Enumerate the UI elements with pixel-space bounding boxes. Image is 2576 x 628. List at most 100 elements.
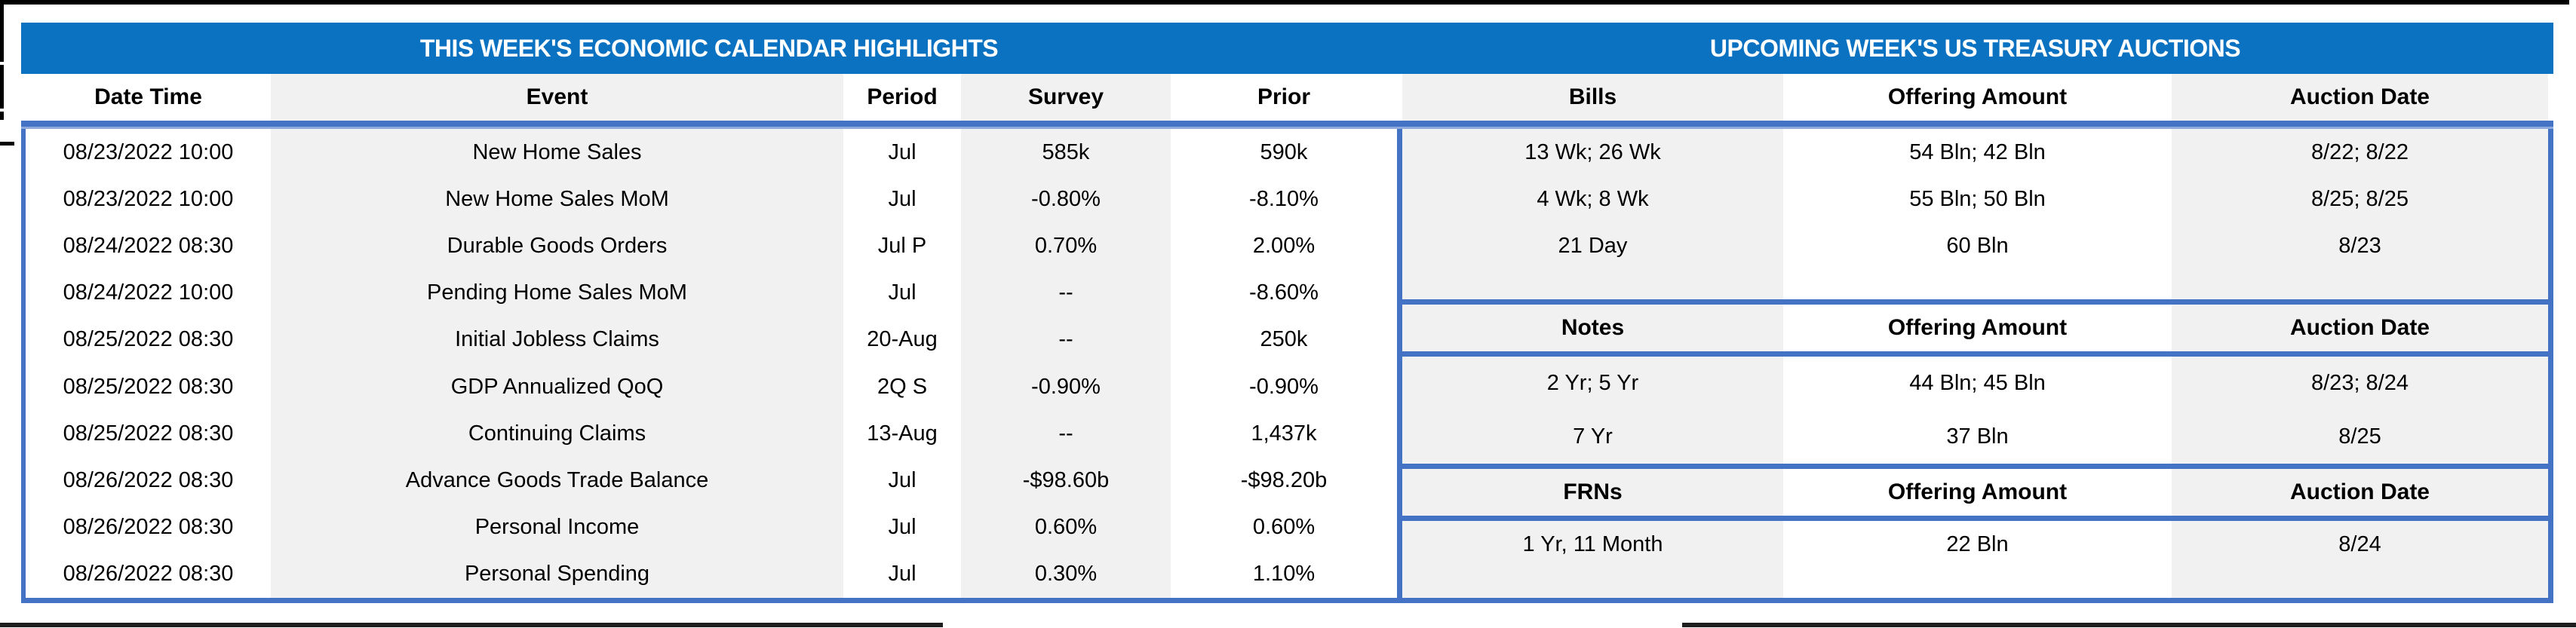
auction-cell: 8/22; 8/22 — [2172, 129, 2548, 176]
calendar-row: 08/24/2022 08:30 Durable Goods Orders Jul … — [26, 222, 1397, 270]
section-separator — [1402, 299, 2548, 305]
economic-calendar-title-area: THIS WEEK'S ECONOMIC CALENDAR HIGHLIGHTS — [21, 23, 1397, 74]
calendar-row: 08/23/2022 10:00 New Home Sales Jul 585k 590… — [26, 129, 1397, 176]
calendar-row: 08/25/2022 08:30 GDP Annualized QoQ 2Q S -0… — [26, 363, 1397, 411]
calendar-row: 08/26/2022 08:30 Advance Goods Trade Bala… — [26, 457, 1397, 504]
auction-section-header-frns: FRNs Offering Amount Auction Date — [1402, 469, 2548, 516]
auction-cell: 60 Bln — [1783, 222, 2172, 269]
auction-cell: 1 Yr, 11 Month — [1402, 521, 1783, 568]
calendar-cell: -- — [961, 269, 1171, 317]
calendar-cell: -0.80% — [961, 176, 1171, 223]
calendar-cell: 08/23/2022 10:00 — [26, 176, 271, 223]
auction-cell: 8/23 — [2172, 222, 2548, 269]
frame-border-top — [0, 0, 2569, 5]
frame-border-left — [0, 65, 4, 109]
calendar-cell: -$98.20b — [1171, 457, 1397, 504]
section-separator — [1402, 351, 2548, 357]
frame-border-bottom — [0, 623, 943, 627]
calendar-row: 08/26/2022 08:30 Personal Income Jul 0.60% 0… — [26, 504, 1397, 551]
bills-rows: 13 Wk; 26 Wk 54 Bln; 42 Bln 8/22; 8/22 4 Wk… — [1402, 129, 2548, 269]
column-header-offering-amount: Offering Amount — [1783, 469, 2172, 516]
empty-cell — [2172, 568, 2548, 598]
auction-cell: 8/23; 8/24 — [2172, 357, 2548, 410]
column-header-auction-date: Auction Date — [2172, 305, 2548, 351]
calendar-cell: Jul — [843, 457, 961, 504]
section-separator — [1402, 516, 2548, 521]
header-separator-light — [1397, 127, 2553, 129]
column-header-period: Period — [843, 74, 961, 121]
section-separator — [1402, 464, 2548, 469]
calendar-cell: 08/23/2022 10:00 — [26, 129, 271, 176]
calendar-cell: 08/26/2022 08:30 — [26, 550, 271, 599]
calendar-cell: 1,437k — [1171, 410, 1397, 458]
calendar-cell: -8.10% — [1171, 176, 1397, 223]
column-header-offering-amount: Offering Amount — [1783, 305, 2172, 351]
auction-row: 13 Wk; 26 Wk 54 Bln; 42 Bln 8/22; 8/22 — [1402, 129, 2548, 176]
frame-border-left — [0, 0, 4, 62]
calendar-cell: Jul — [843, 269, 961, 317]
calendar-cell: 08/24/2022 08:30 — [26, 222, 271, 270]
calendar-cell: New Home Sales — [271, 129, 843, 176]
header-separator — [21, 121, 1397, 127]
auction-cell: 44 Bln; 45 Bln — [1783, 357, 2172, 410]
empty-cell — [2172, 269, 2548, 299]
calendar-row: 08/25/2022 08:30 Continuing Claims 13-Aug -… — [26, 410, 1397, 458]
calendar-cell: Pending Home Sales MoM — [271, 269, 843, 317]
column-header-notes: Notes — [1402, 305, 1783, 351]
economic-calendar-title: THIS WEEK'S ECONOMIC CALENDAR HIGHLIGHTS — [419, 34, 999, 62]
auction-cell: 7 Yr — [1402, 410, 1783, 464]
calendar-cell: -0.90% — [1171, 363, 1397, 411]
calendar-cell: -0.90% — [961, 363, 1171, 411]
calendar-cell: -8.60% — [1171, 269, 1397, 317]
calendar-cell: 590k — [1171, 129, 1397, 176]
auction-row: 4 Wk; 8 Wk 55 Bln; 50 Bln 8/25; 8/25 — [1402, 176, 2548, 222]
auction-cell: 4 Wk; 8 Wk — [1402, 176, 1783, 222]
calendar-cell: 0.60% — [961, 504, 1171, 551]
calendar-cell: 0.30% — [961, 550, 1171, 599]
auction-section-header-notes: Notes Offering Amount Auction Date — [1402, 305, 2548, 351]
auction-cell: 8/24 — [2172, 521, 2548, 568]
calendar-cell: 585k — [961, 129, 1171, 176]
empty-striped-row — [1402, 269, 2548, 299]
empty-cell — [1402, 269, 1783, 299]
calendar-cell: Durable Goods Orders — [271, 222, 843, 270]
column-header-survey: Survey — [961, 74, 1171, 121]
calendar-cell: Advance Goods Trade Balance — [271, 457, 843, 504]
calendar-cell: Jul — [843, 129, 961, 176]
calendar-cell: 08/24/2022 10:00 — [26, 269, 271, 317]
treasury-auctions-title: UPCOMING WEEK'S US TREASURY AUCTIONS — [1709, 34, 2241, 62]
empty-striped-row — [1402, 568, 2548, 598]
auction-cell: 37 Bln — [1783, 410, 2172, 464]
dashboard-panel: THIS WEEK'S ECONOMIC CALENDAR HIGHLIGHTS… — [21, 23, 2553, 603]
calendar-cell: Personal Income — [271, 504, 843, 551]
auction-row: 7 Yr 37 Bln 8/25 — [1402, 410, 2548, 464]
auction-cell: 55 Bln; 50 Bln — [1783, 176, 2172, 222]
calendar-cell: Personal Spending — [271, 550, 843, 599]
calendar-row: 08/25/2022 08:30 Initial Jobless Claims 20… — [26, 316, 1397, 364]
calendar-cell: New Home Sales MoM — [271, 176, 843, 223]
column-header-auction-date: Auction Date — [2172, 74, 2548, 121]
notes-rows: 2 Yr; 5 Yr 44 Bln; 45 Bln 8/23; 8/24 7 Yr 37… — [1402, 357, 2548, 464]
empty-cell — [1783, 269, 2172, 299]
column-header-date-time: Date Time — [26, 74, 271, 121]
axis-tick-mark — [0, 142, 14, 146]
auction-row: 2 Yr; 5 Yr 44 Bln; 45 Bln 8/23; 8/24 — [1402, 357, 2548, 410]
calendar-cell: 08/25/2022 08:30 — [26, 363, 271, 411]
calendar-cell: 2Q S — [843, 363, 961, 411]
calendar-cell: 13-Aug — [843, 410, 961, 458]
calendar-cell: 0.60% — [1171, 504, 1397, 551]
calendar-cell: -$98.60b — [961, 457, 1171, 504]
empty-cell — [1402, 568, 1783, 598]
calendar-cell: 08/25/2022 08:30 — [26, 410, 271, 458]
calendar-cell: Initial Jobless Claims — [271, 316, 843, 364]
auction-row: 1 Yr, 11 Month 22 Bln 8/24 — [1402, 521, 2548, 568]
auctions-body: 13 Wk; 26 Wk 54 Bln; 42 Bln 8/22; 8/22 4 Wk… — [1397, 129, 2553, 603]
empty-cell — [1783, 568, 2172, 598]
frame-border-left — [0, 112, 4, 120]
calendar-cell: Jul — [843, 550, 961, 599]
header-separator-light — [21, 127, 1397, 129]
calendar-cell: 250k — [1171, 316, 1397, 364]
column-header-auction-date: Auction Date — [2172, 469, 2548, 516]
column-header-bills: Bills — [1402, 74, 1783, 121]
calendar-cell: 1.10% — [1171, 550, 1397, 599]
